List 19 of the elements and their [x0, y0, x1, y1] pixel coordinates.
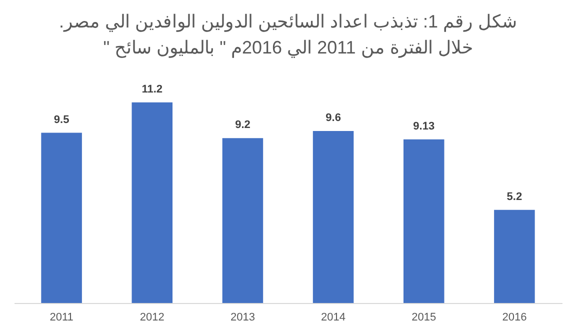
x-tick-label: 2011 [50, 312, 74, 324]
data-label: 9.6 [326, 112, 341, 124]
data-label: 11.2 [142, 83, 163, 96]
bar [222, 138, 264, 303]
data-label: 9.5 [54, 114, 70, 126]
bar [403, 139, 444, 303]
bar [41, 132, 82, 303]
x-tick-label: 2013 [230, 312, 255, 324]
bar [132, 102, 173, 303]
bar [312, 131, 354, 303]
chart-title: شكل رقم 1: تذبذب اعداد السائحين الدولين الوافدين الي مصر. خلال الفترة من 2011 الي 2016م " بالمليون سائح " [58, 11, 518, 58]
data-label: 9.2 [235, 119, 250, 132]
x-tick-label: 2012 [140, 312, 164, 324]
bar [494, 210, 535, 303]
x-tick-label: 2015 [412, 312, 436, 324]
data-label: 5.2 [506, 190, 522, 203]
data-label: 9.13 [413, 120, 435, 132]
x-tick-label: 2016 [502, 312, 527, 324]
x-tick-label: 2014 [321, 312, 346, 324]
